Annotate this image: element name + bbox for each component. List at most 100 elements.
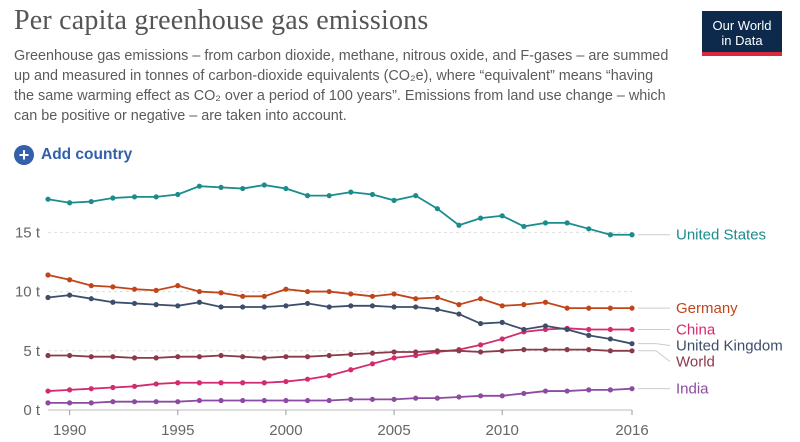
- data-point-united-states: [413, 193, 419, 199]
- series-label-germany: Germany: [676, 300, 738, 317]
- data-point-india: [240, 397, 246, 404]
- data-point-india: [131, 399, 138, 405]
- data-point-china: [499, 336, 505, 342]
- data-point-india: [283, 397, 289, 404]
- data-point-united-states: [326, 193, 332, 199]
- series-label-world: World: [676, 353, 715, 370]
- data-point-united-kingdom: [607, 336, 613, 342]
- data-point-world: [348, 351, 354, 357]
- data-point-united-kingdom: [153, 302, 159, 308]
- data-point-germany: [629, 305, 635, 311]
- series-label-india: India: [676, 381, 709, 398]
- data-point-world: [45, 352, 51, 359]
- data-point-united-kingdom: [326, 304, 332, 310]
- data-point-india: [391, 396, 397, 402]
- data-point-united-kingdom: [434, 306, 440, 312]
- data-point-united-states: [391, 197, 397, 203]
- data-point-united-kingdom: [586, 332, 592, 338]
- data-point-united-states: [218, 184, 224, 190]
- data-point-united-kingdom: [175, 303, 181, 309]
- data-point-china: [586, 326, 592, 333]
- data-point-china: [110, 384, 116, 391]
- data-point-india: [521, 390, 527, 397]
- data-point-india: [629, 386, 635, 392]
- data-point-germany: [564, 305, 570, 311]
- x-tick-label: 1995: [161, 422, 194, 439]
- data-point-india: [607, 387, 613, 393]
- data-point-germany: [348, 291, 354, 297]
- x-tick-label: 2005: [377, 422, 410, 439]
- data-point-germany: [240, 293, 246, 299]
- data-point-germany: [542, 299, 549, 305]
- data-point-world: [196, 354, 203, 360]
- data-point-world: [477, 349, 484, 355]
- data-point-china: [283, 378, 289, 385]
- data-point-united-kingdom: [564, 326, 570, 333]
- data-point-germany: [413, 296, 419, 302]
- series-line-germany: [47, 274, 632, 310]
- data-point-united-states: [521, 223, 527, 230]
- series-line-united-states: [47, 184, 632, 236]
- data-point-united-states: [110, 195, 116, 201]
- data-point-germany: [477, 296, 484, 302]
- data-point-world: [413, 349, 419, 355]
- data-point-china: [369, 361, 376, 367]
- data-point-united-states: [131, 194, 138, 200]
- add-country-button[interactable]: + Add country: [14, 145, 132, 165]
- data-point-india: [499, 393, 505, 399]
- data-point-china: [153, 381, 159, 387]
- data-point-germany: [153, 287, 159, 293]
- data-point-united-kingdom: [499, 319, 505, 325]
- data-point-world: [369, 350, 376, 356]
- data-point-germany: [67, 277, 73, 283]
- data-point-china: [196, 380, 203, 386]
- logo-line-2: in Data: [721, 33, 763, 48]
- data-point-united-states: [564, 220, 570, 226]
- data-point-china: [261, 380, 267, 386]
- data-point-united-states: [175, 191, 181, 198]
- series-label-china: China: [676, 321, 716, 338]
- series-line-world: [48, 348, 632, 359]
- data-point-world: [542, 347, 549, 353]
- y-tick-label: 10 t: [15, 284, 41, 301]
- data-point-germany: [499, 303, 505, 309]
- data-point-united-kingdom: [88, 296, 94, 302]
- data-point-united-states: [477, 215, 484, 221]
- data-point-germany: [391, 291, 397, 297]
- data-point-world: [175, 354, 181, 360]
- data-point-india: [261, 397, 267, 404]
- data-point-india: [564, 388, 570, 394]
- x-tick-label: 2000: [269, 422, 302, 439]
- data-point-india: [326, 397, 332, 404]
- x-tick-label: 2010: [486, 422, 519, 439]
- data-point-india: [153, 399, 159, 405]
- data-point-india: [67, 400, 73, 406]
- data-point-china: [45, 388, 51, 394]
- data-point-world: [110, 354, 116, 360]
- y-tick-label: 15 t: [15, 224, 41, 241]
- data-point-united-kingdom: [283, 303, 289, 309]
- data-point-india: [196, 397, 203, 404]
- data-point-united-kingdom: [45, 294, 51, 301]
- data-point-germany: [175, 283, 181, 289]
- data-point-china: [607, 326, 613, 333]
- data-point-china: [175, 380, 181, 386]
- owid-logo[interactable]: Our World in Data: [702, 11, 782, 56]
- data-point-china: [542, 326, 549, 333]
- chart-title: Per capita greenhouse gas emissions: [14, 5, 429, 36]
- data-point-world: [391, 349, 397, 355]
- data-point-united-states: [283, 185, 289, 192]
- data-point-united-kingdom: [391, 304, 397, 310]
- data-point-world: [261, 355, 267, 361]
- data-point-india: [348, 396, 354, 402]
- data-point-india: [369, 396, 376, 402]
- y-tick-label: 5 t: [23, 343, 41, 360]
- data-point-germany: [45, 272, 51, 278]
- data-point-world: [283, 354, 289, 360]
- data-point-united-kingdom: [131, 300, 138, 307]
- data-point-germany: [131, 286, 138, 292]
- data-point-india: [175, 399, 181, 405]
- data-point-united-states: [88, 198, 94, 205]
- data-point-world: [564, 347, 570, 353]
